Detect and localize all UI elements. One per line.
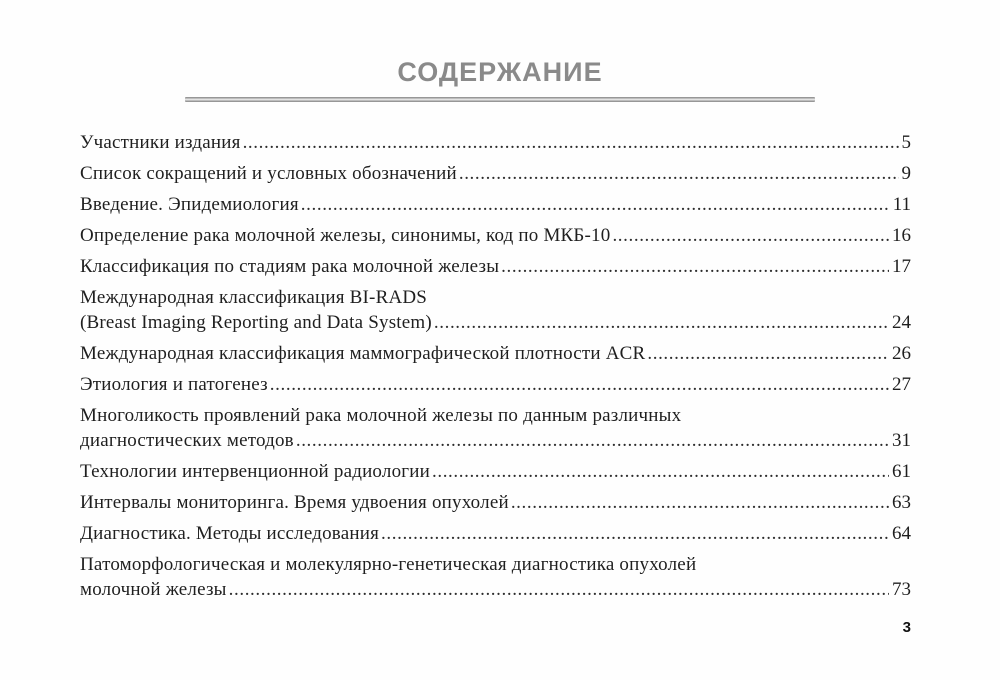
dot-leader <box>501 255 889 280</box>
toc-entry: Определение рака молочной железы, синони… <box>80 224 911 249</box>
toc-entry: Участники издания 5 <box>80 131 911 156</box>
toc-entry-line: диагностических методов 31 <box>80 429 911 454</box>
dot-leader <box>647 342 889 367</box>
toc-entry-line: Международная классификация BI-RADS <box>80 286 911 311</box>
toc-entry-page: 24 <box>892 312 911 334</box>
dot-leader <box>432 460 889 485</box>
toc-entry: Список сокращений и условных обозначений… <box>80 162 911 187</box>
toc-entry-line: (Breast Imaging Reporting and Data Syste… <box>80 311 911 336</box>
dot-leader <box>296 429 889 454</box>
toc-entry-title: Международная классификация BI-RADS <box>80 287 428 309</box>
toc-entry-line: Классификация по стадиям рака молочной ж… <box>80 255 911 280</box>
dot-leader <box>243 131 899 156</box>
toc-entry-title: (Breast Imaging Reporting and Data Syste… <box>80 312 432 334</box>
toc-entry-title: Диагностика. Методы исследования <box>80 523 380 545</box>
toc-entry: Международная классификация BI-RADS (Brea… <box>80 286 911 335</box>
toc-entry-title: молочной железы <box>80 578 227 600</box>
toc-entry-line: Участники издания 5 <box>80 131 911 156</box>
toc-entry-page: 26 <box>892 343 911 365</box>
title-divider-rule <box>185 97 815 102</box>
toc-entry-page: 64 <box>892 523 911 545</box>
toc-entry-title: Определение рака молочной железы, синони… <box>80 225 611 247</box>
dot-leader <box>612 224 889 249</box>
toc-entry-line: Введение. Эпидемиология 11 <box>80 193 911 218</box>
toc-entry: Интервалы мониторинга. Время удвоения оп… <box>80 491 911 516</box>
toc-entry-page: 27 <box>892 374 911 396</box>
toc-entry-line: Международная классификация маммографиче… <box>80 342 911 367</box>
toc-entry-line: Список сокращений и условных обозначений… <box>80 162 911 187</box>
dot-leader <box>459 162 899 187</box>
toc-entry-page: 16 <box>892 225 911 247</box>
toc-entry: Диагностика. Методы исследования 64 <box>80 522 911 547</box>
page-header: СОДЕРЖАНИЕ <box>0 0 1000 102</box>
toc-entry-page: 17 <box>892 256 911 278</box>
page-number: 3 <box>902 619 911 636</box>
dot-leader <box>511 491 889 516</box>
toc-entry-title: Этиология и патогенез <box>80 374 268 396</box>
toc-entry-line: Этиология и патогенез 27 <box>80 373 911 398</box>
toc-entry-line: молочной железы 73 <box>80 578 911 603</box>
toc-entry-page: 9 <box>901 163 912 185</box>
toc-entry-page: 63 <box>892 492 911 514</box>
toc-entry-page: 5 <box>901 132 912 153</box>
toc-entry: Этиология и патогенез 27 <box>80 373 911 398</box>
toc-entry-line: Интервалы мониторинга. Время удвоения оп… <box>80 491 911 516</box>
toc-entry-title: Участники издания <box>80 132 241 153</box>
toc-entry: Технологии интервенционной радиологии 61 <box>80 460 911 485</box>
page-title: СОДЕРЖАНИЕ <box>397 57 603 87</box>
toc-entry: Классификация по стадиям рака молочной ж… <box>80 255 911 280</box>
toc-entry-title: Введение. Эпидемиология <box>80 194 299 216</box>
toc-entry: Многоликость проявлений рака молочной же… <box>80 404 911 453</box>
dot-leader <box>381 522 889 547</box>
toc-entry-page: 11 <box>892 194 911 216</box>
toc-entry-title: Технологии интервенционной радиологии <box>80 461 430 483</box>
toc-entry-page: 61 <box>892 461 911 483</box>
dot-leader <box>434 311 889 336</box>
toc-entry: Патоморфологическая и молекулярно-генети… <box>80 553 911 602</box>
toc-entry-line: Определение рака молочной железы, синони… <box>80 224 911 249</box>
toc-entry-title: Патоморфологическая и молекулярно-генети… <box>80 554 697 576</box>
toc-entry-line: Диагностика. Методы исследования 64 <box>80 522 911 547</box>
toc-entry-title: Список сокращений и условных обозначений <box>80 163 457 185</box>
toc-entry-line: Технологии интервенционной радиологии 61 <box>80 460 911 485</box>
toc-entry: Введение. Эпидемиология 11 <box>80 193 911 218</box>
toc-entry-line: Патоморфологическая и молекулярно-генети… <box>80 553 911 578</box>
dot-leader <box>301 193 890 218</box>
toc-entry-line: Многоликость проявлений рака молочной же… <box>80 404 911 429</box>
toc-entry-title: Многоликость проявлений рака молочной же… <box>80 405 682 427</box>
toc-entry-title: Интервалы мониторинга. Время удвоения оп… <box>80 492 509 514</box>
toc-entry-page: 73 <box>892 578 911 600</box>
toc-entry-title: диагностических методов <box>80 429 294 451</box>
dot-leader <box>270 373 889 398</box>
dot-leader <box>229 578 889 603</box>
toc-entry: Международная классификация маммографиче… <box>80 342 911 367</box>
toc-entry-title: Международная классификация маммографиче… <box>80 343 646 365</box>
toc-entry-title: Классификация по стадиям рака молочной ж… <box>80 256 500 278</box>
toc-list: Участники издания 5 Список сокращений и ус… <box>80 131 911 609</box>
toc-entry-page: 31 <box>892 429 911 451</box>
